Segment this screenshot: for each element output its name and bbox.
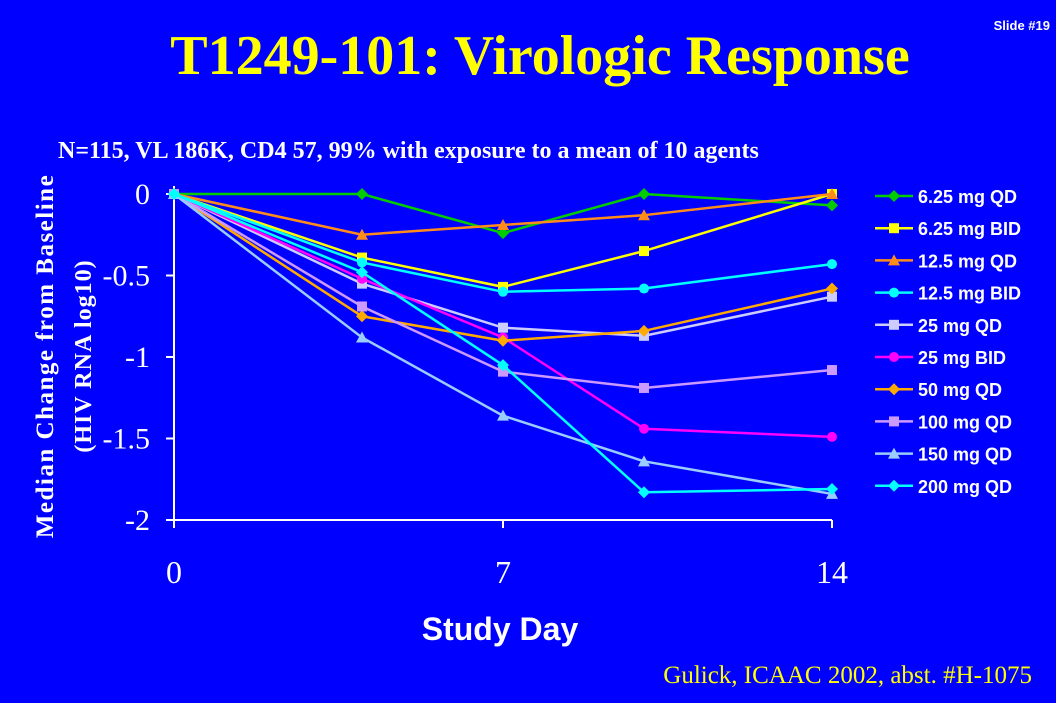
data-point: [168, 188, 180, 200]
slide-title: T1249-101: Virologic Response: [170, 25, 910, 87]
data-point: [356, 228, 368, 240]
x-tick-label: 0: [166, 554, 182, 590]
legend-label: 100 mg QD: [918, 412, 1012, 432]
y-tick-label: -1.5: [103, 423, 151, 456]
legend-marker: [888, 254, 900, 266]
data-point: [638, 486, 650, 499]
data-point: [638, 209, 650, 221]
data-point: [826, 483, 838, 496]
data-point: [356, 266, 368, 279]
data-point: [638, 324, 650, 337]
data-point: [826, 282, 838, 295]
y-tick-label: -1: [125, 341, 150, 374]
series-line: [173, 192, 833, 294]
data-point: [357, 257, 367, 268]
legend-label: 6.25 mg QD: [918, 187, 1017, 207]
data-point: [827, 431, 837, 442]
slide-subtitle: N=115, VL 186K, CD4 57, 99% with exposur…: [58, 138, 759, 164]
data-point: [638, 188, 650, 200]
data-point: [356, 188, 368, 200]
legend-marker: [889, 319, 899, 330]
citation: Gulick, ICAAC 2002, abst. #H-1075: [663, 662, 1032, 689]
data-point: [498, 322, 508, 333]
y-tick-label: -2: [125, 504, 150, 537]
data-point: [498, 286, 508, 297]
slide-number: Slide #19: [993, 18, 1050, 33]
data-point: [498, 366, 508, 377]
y-axis-label-unit: (HIV RNA log10): [71, 259, 97, 452]
data-point: [356, 310, 368, 323]
x-tick-label: 14: [816, 554, 848, 590]
data-point: [826, 188, 838, 199]
data-point: [357, 301, 367, 312]
data-point: [639, 246, 649, 257]
data-point: [638, 455, 650, 467]
data-point: [827, 365, 837, 376]
data-point: [357, 273, 367, 284]
legend-label: 25 mg QD: [918, 316, 1002, 336]
data-point: [497, 409, 509, 421]
legend-label: 25 mg BID: [918, 348, 1006, 368]
data-point: [497, 227, 509, 240]
legend-marker: [888, 383, 900, 396]
legend-marker: [889, 223, 899, 234]
legend-marker: [888, 190, 900, 202]
x-axis-label: Study Day: [422, 611, 579, 647]
data-point: [497, 334, 509, 347]
legend-label: 12.5 mg QD: [918, 251, 1017, 271]
legend-marker: [888, 479, 900, 492]
legend-marker: [888, 447, 900, 459]
legend-label: 150 mg QD: [918, 445, 1012, 465]
legend-label: 200 mg QD: [918, 477, 1012, 497]
data-point: [639, 382, 649, 393]
y-axis-label: Median Change from Baseline: [32, 174, 59, 538]
data-point: [639, 423, 649, 434]
data-point: [826, 199, 838, 212]
x-tick-label: 7: [495, 554, 511, 590]
legend-label: 12.5 mg BID: [918, 284, 1021, 304]
y-tick-label: -0.5: [103, 260, 151, 293]
data-point: [356, 331, 368, 343]
y-tick-label: 0: [135, 178, 150, 211]
data-point: [497, 359, 509, 372]
data-point: [827, 291, 837, 302]
legend-marker: [889, 352, 899, 362]
legend-marker: [889, 287, 899, 298]
legend-label: 6.25 mg BID: [918, 219, 1021, 239]
data-point: [639, 283, 649, 294]
data-point: [497, 218, 509, 230]
data-point: [827, 259, 837, 270]
legend-marker: [889, 416, 899, 427]
legend-label: 50 mg QD: [918, 380, 1002, 400]
